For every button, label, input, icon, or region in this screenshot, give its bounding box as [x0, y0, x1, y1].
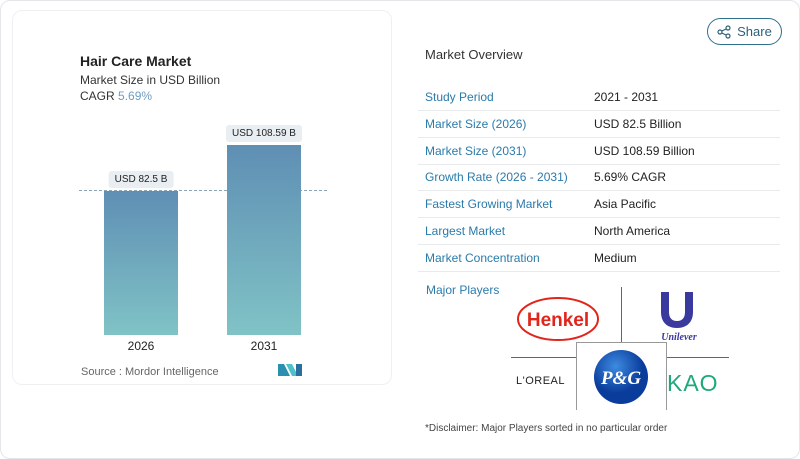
row-value: Medium — [594, 250, 637, 265]
row-label: Market Concentration — [425, 250, 540, 265]
reference-line — [79, 190, 327, 191]
row-value: 5.69% CAGR — [594, 170, 667, 185]
divider — [621, 287, 622, 342]
cagr-value: 5.69% — [118, 89, 153, 103]
x-tick-label: 2031 — [250, 339, 278, 353]
henkel-logo-text: Henkel — [527, 310, 589, 331]
row-value: USD 82.5 Billion — [594, 116, 682, 131]
source: Source : Mordor Intelligence — [81, 366, 219, 378]
disclaimer: *Disclaimer: Major Players sorted in no … — [425, 423, 668, 434]
row-label: Study Period — [425, 90, 494, 104]
divider — [666, 357, 729, 358]
unilever-logo: Unilever — [661, 292, 697, 342]
divider — [576, 342, 577, 410]
kao-logo-text: KAO — [667, 371, 719, 395]
bar-2031 — [227, 145, 301, 335]
share-label: Share — [737, 24, 772, 39]
chart-card — [12, 10, 392, 385]
bar-2026 — [104, 190, 178, 335]
overview-title: Market Overview — [425, 47, 523, 62]
data-label: USD 82.5 B — [108, 170, 174, 188]
row-label: Market Size (2031) — [425, 143, 527, 158]
chart-subtitle: Market Size in USD Billion — [80, 73, 221, 87]
mordor-logo — [278, 364, 302, 376]
overview-row: Market Concentration Medium — [418, 245, 780, 272]
chart-title: Hair Care Market — [80, 53, 192, 69]
loreal-logo: L'OREAL — [516, 375, 566, 387]
kao-logo: KAO — [667, 371, 719, 395]
row-value: 2021 - 2031 — [594, 90, 659, 104]
share-icon — [717, 24, 731, 39]
divider — [666, 342, 667, 410]
row-value: Asia Pacific — [594, 197, 657, 212]
row-label: Largest Market — [425, 224, 506, 238]
row-value: North America — [594, 224, 671, 238]
overview-row: Largest Market North America — [418, 218, 780, 245]
cagr-label: CAGR — [80, 89, 115, 103]
overview-row: Fastest Growing Market Asia Pacific — [418, 191, 780, 219]
share-button[interactable]: Share — [707, 18, 782, 45]
henkel-logo: Henkel — [517, 297, 599, 341]
divider — [511, 357, 577, 358]
overview-row: Growth Rate (2026 - 2031) 5.69% CAGR — [418, 164, 780, 192]
overview-row: Study Period 2021 - 2031 — [418, 84, 780, 111]
overview-row: Market Size (2026) USD 82.5 Billion — [418, 111, 780, 138]
pg-logo: P&G — [594, 350, 648, 404]
overview-row: Market Size (2031) USD 108.59 Billion — [418, 138, 780, 165]
data-label: USD 108.59 B — [226, 125, 302, 143]
major-players-label: Major Players — [426, 283, 500, 297]
unilever-logo-text: Unilever — [661, 332, 697, 342]
cagr: CAGR 5.69% — [80, 89, 152, 103]
pg-logo-text: P&G — [600, 368, 641, 389]
row-label: Growth Rate (2026 - 2031) — [425, 170, 568, 185]
x-tick-label: 2026 — [127, 339, 155, 353]
row-label: Market Size (2026) — [425, 116, 527, 131]
divider — [576, 342, 667, 343]
row-label: Fastest Growing Market — [425, 197, 553, 212]
row-value: USD 108.59 Billion — [594, 143, 695, 158]
